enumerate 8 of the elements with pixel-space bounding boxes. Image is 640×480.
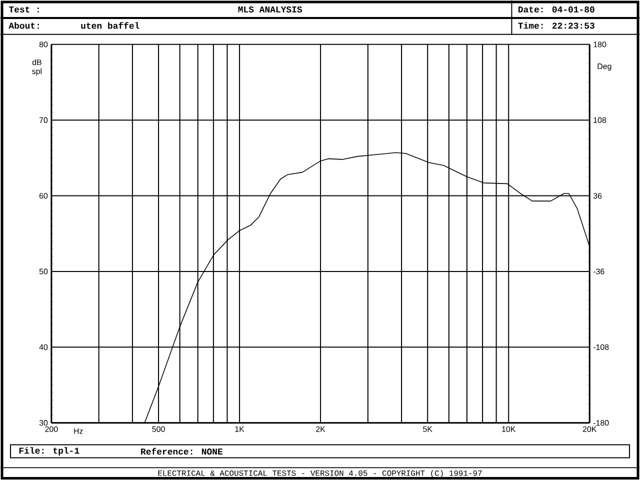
text: About: xyxy=(8,22,39,29)
text: File: tpl-1 xyxy=(19,447,80,456)
text: Date: 04-01-80 xyxy=(518,6,594,13)
text: Time: 22:23:53 xyxy=(518,22,594,29)
text: Test : xyxy=(8,6,39,13)
chart-title: MLS ANALYSIS xyxy=(238,6,302,13)
text: uten baffel xyxy=(81,22,140,29)
text: Reference: NONE xyxy=(141,448,222,455)
